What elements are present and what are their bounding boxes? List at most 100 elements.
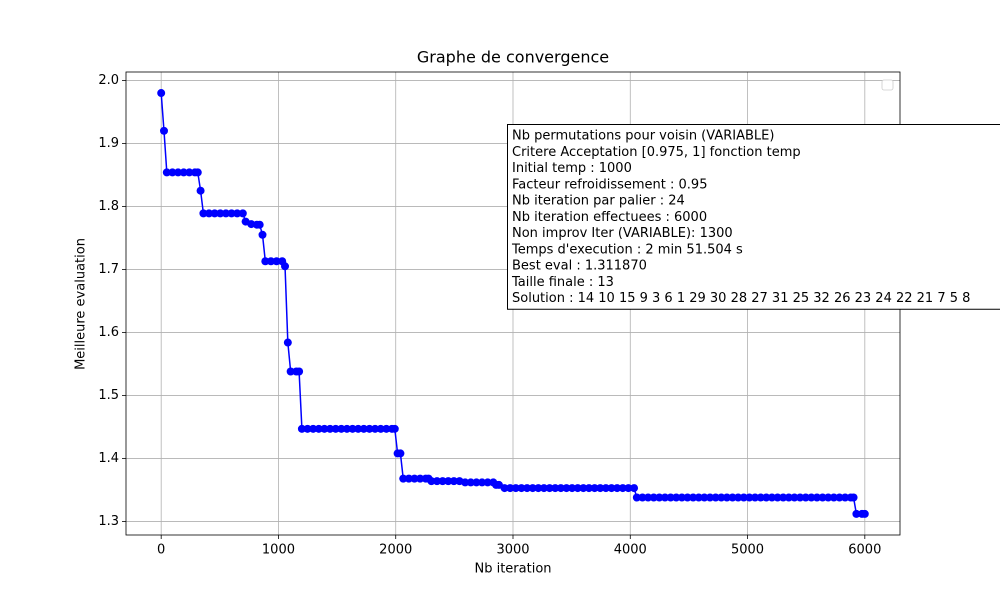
point (590, 484, 599, 493)
point (449, 477, 458, 486)
annotation-line: Nb iteration par palier : 24 (512, 194, 685, 209)
point (500, 484, 509, 493)
point (157, 89, 166, 98)
annotation-line: Nb permutations pour voisin (VARIABLE) (512, 129, 774, 144)
chart-title: Graphe de convergence (417, 48, 609, 67)
x-tick-label: 5000 (731, 543, 764, 558)
point (174, 168, 183, 177)
point (283, 338, 292, 347)
point (751, 493, 760, 502)
point (630, 484, 639, 493)
point (354, 424, 363, 433)
point (286, 367, 295, 376)
point (756, 493, 765, 502)
point (852, 509, 861, 518)
x-axis-label: Nb iteration (474, 562, 551, 577)
point (632, 493, 641, 502)
point (216, 209, 225, 218)
point (618, 484, 627, 493)
point (739, 493, 748, 502)
point (376, 424, 385, 433)
point (568, 484, 577, 493)
point (382, 424, 391, 433)
point (331, 424, 340, 433)
point (660, 493, 669, 502)
point (233, 209, 242, 218)
point (258, 230, 267, 239)
point (539, 484, 548, 493)
point (295, 367, 304, 376)
point (221, 209, 230, 218)
point (320, 424, 329, 433)
point (511, 484, 520, 493)
y-tick-label: 1.3 (98, 514, 119, 529)
point (534, 484, 543, 493)
y-tick-label: 1.4 (98, 451, 119, 466)
point (309, 424, 318, 433)
point (371, 424, 380, 433)
point (297, 424, 306, 433)
point (638, 493, 647, 502)
point (694, 493, 703, 502)
point (584, 484, 593, 493)
point (399, 474, 408, 483)
point (717, 493, 726, 502)
point (666, 493, 675, 502)
point (438, 477, 447, 486)
point (767, 493, 776, 502)
point (185, 168, 194, 177)
point (255, 220, 264, 229)
point (579, 484, 588, 493)
point (807, 493, 816, 502)
point (261, 257, 270, 266)
point (728, 493, 737, 502)
point (762, 493, 771, 502)
point (266, 257, 275, 266)
point (466, 478, 475, 487)
annotation-line: Nb iteration effectuees : 6000 (512, 210, 707, 225)
point (790, 493, 799, 502)
point (461, 478, 470, 487)
point (410, 474, 419, 483)
point (523, 484, 532, 493)
point (841, 493, 850, 502)
point (427, 477, 436, 486)
point (545, 484, 554, 493)
point (303, 424, 312, 433)
point (179, 168, 188, 177)
point (556, 484, 565, 493)
point (706, 493, 715, 502)
point (773, 493, 782, 502)
point (281, 262, 290, 271)
point (801, 493, 810, 502)
y-tick-label: 1.9 (98, 136, 119, 151)
y-tick-label: 2.0 (98, 73, 119, 88)
legend (881, 79, 894, 91)
point (779, 493, 788, 502)
point (444, 477, 453, 486)
x-tick-label: 0 (157, 543, 165, 558)
point (649, 493, 658, 502)
y-tick-label: 1.8 (98, 199, 119, 214)
point (478, 478, 487, 487)
point (711, 493, 720, 502)
point (734, 493, 743, 502)
y-axis-label: Meilleure evaluation (74, 238, 89, 370)
point (238, 209, 247, 218)
point (573, 484, 582, 493)
point (672, 493, 681, 502)
annotation-line: Non improv Iter (VARIABLE): 1300 (512, 226, 733, 241)
point (196, 186, 205, 195)
annotation-line: Best eval : 1.311870 (512, 259, 647, 274)
point (644, 493, 653, 502)
point (683, 493, 692, 502)
point (365, 424, 374, 433)
point (551, 484, 560, 493)
point (796, 493, 805, 502)
point (562, 484, 571, 493)
point (517, 484, 526, 493)
point (745, 493, 754, 502)
annotation-line: Critere Acceptation [0.975, 1] fonction … (512, 145, 801, 160)
annotation-line: Temps d'execution : 2 min 51.504 s (511, 242, 743, 257)
